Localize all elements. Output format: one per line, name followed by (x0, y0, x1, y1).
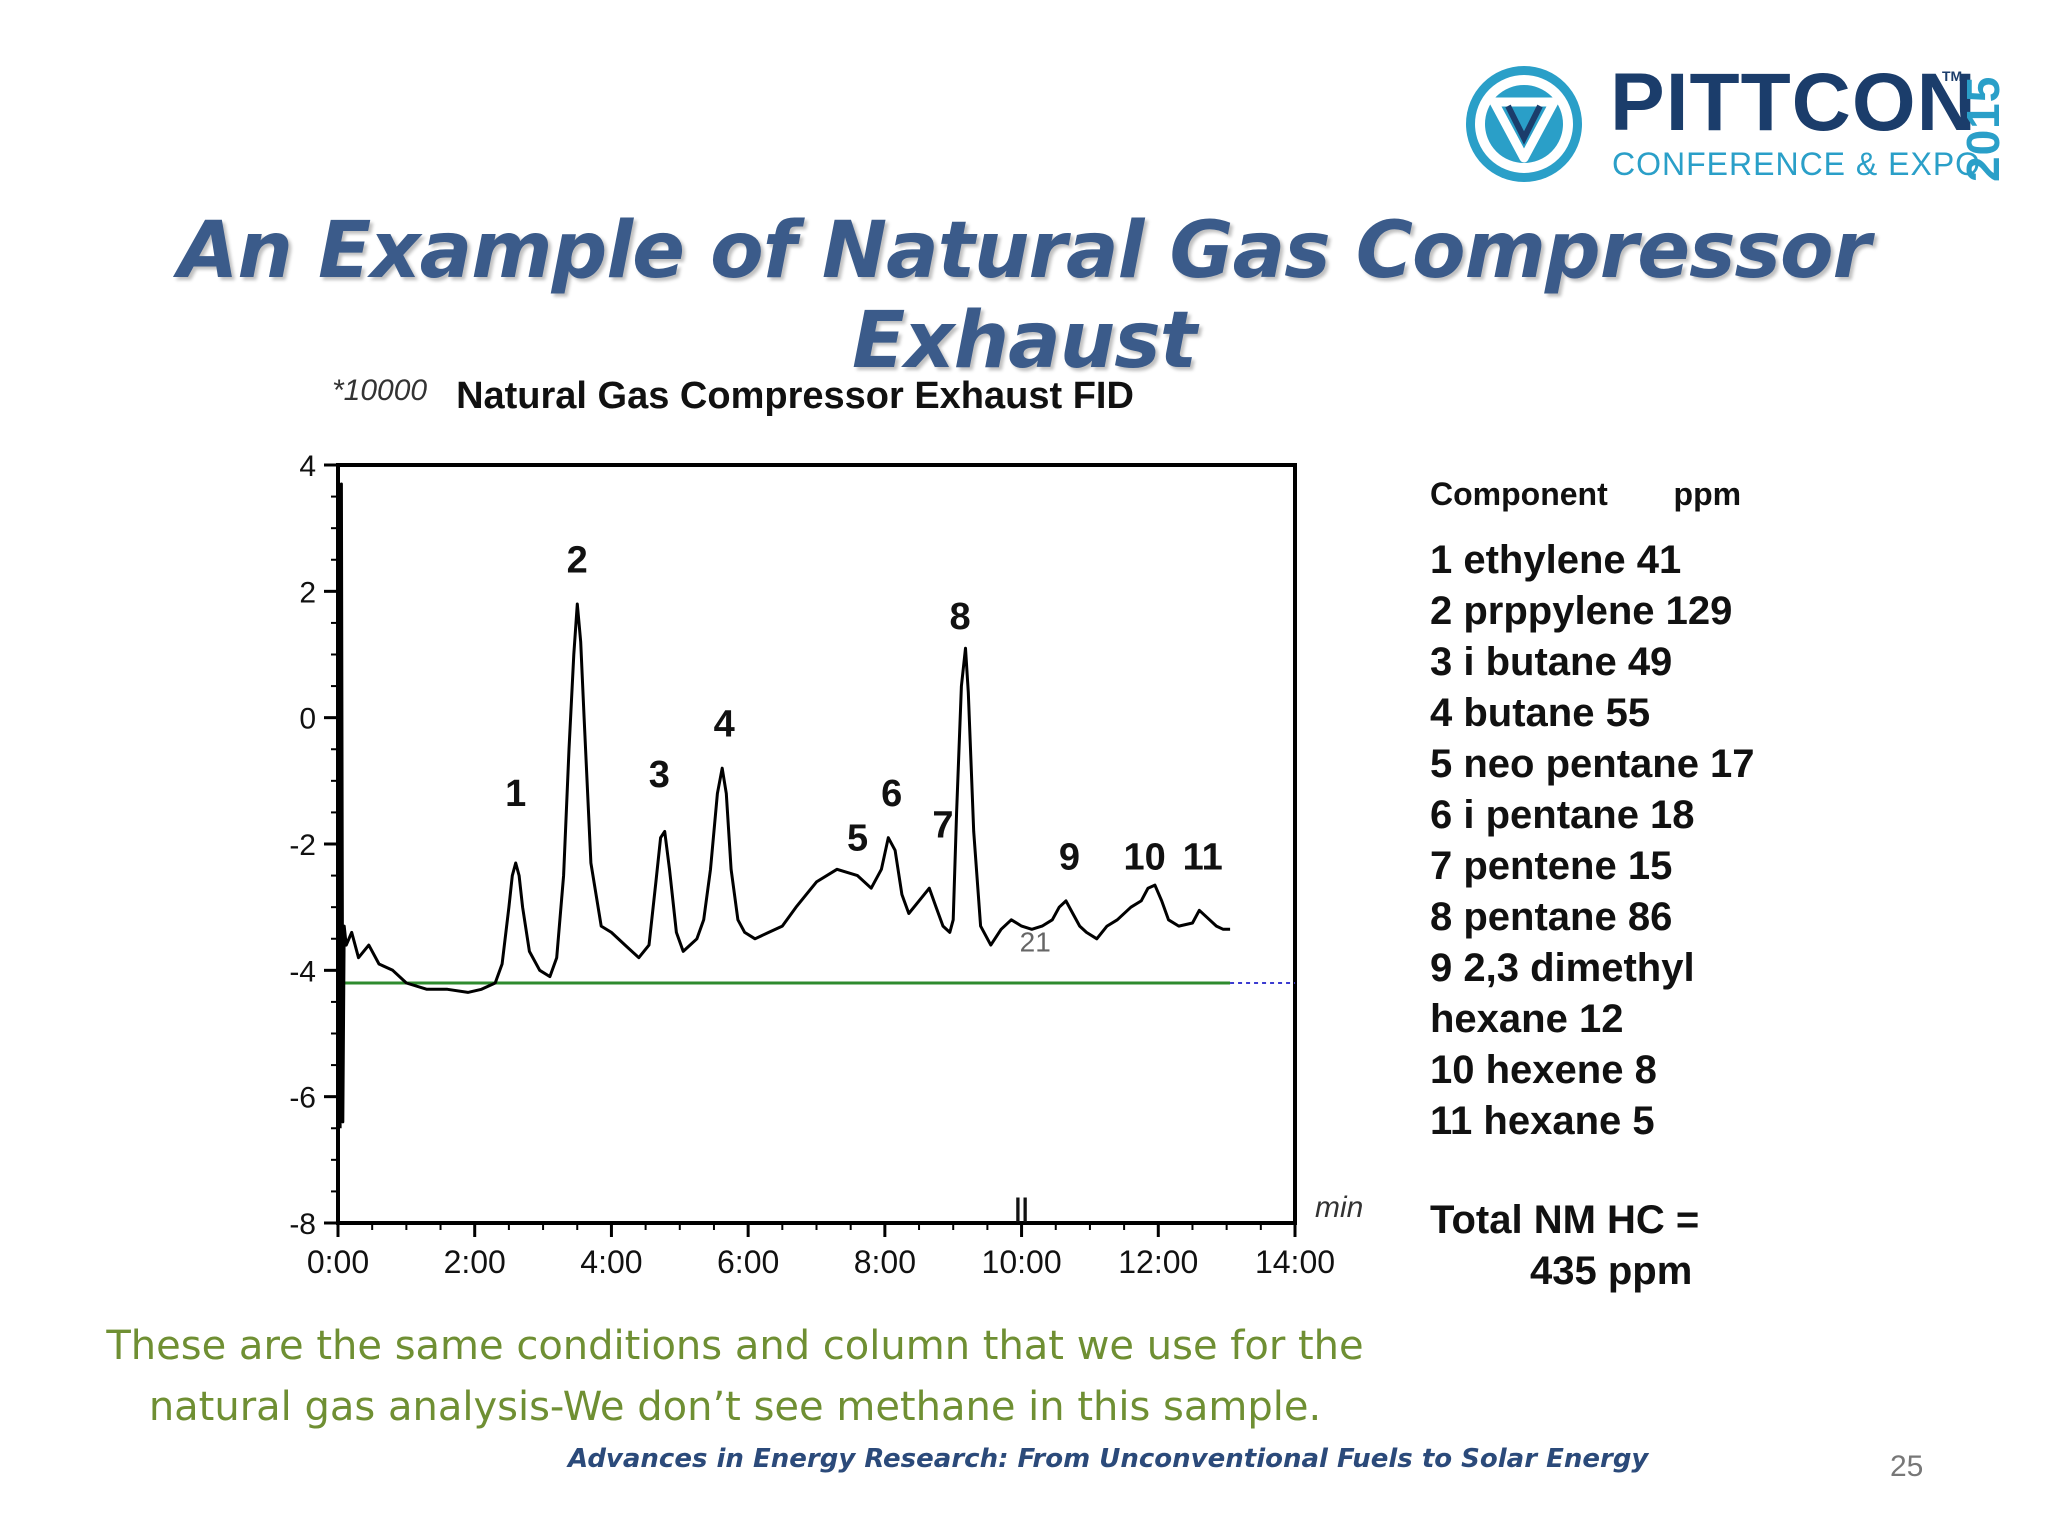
legend-total: Total NM HC = 435 ppm (1430, 1195, 1755, 1297)
y-tick-label: 4 (299, 450, 316, 483)
x-tick-label: 0:00 (307, 1244, 369, 1280)
x-tick-label: 4:00 (580, 1244, 642, 1280)
peak-label: 10 (1123, 836, 1165, 878)
legend-item: 2 prppylene 129 (1430, 589, 1733, 633)
peak-label: 7 (932, 805, 953, 847)
peak-label: 11 (1183, 836, 1223, 878)
legend-item: 4 butane 55 (1430, 691, 1651, 735)
fid-signal-trace (338, 482, 1231, 1129)
x-tick-label: 10:00 (982, 1244, 1062, 1280)
y-tick-label: 2 (299, 576, 316, 609)
peak-label: 2 (567, 539, 588, 581)
y-tick-label: -4 (289, 955, 316, 988)
peak-label: 9 (1059, 836, 1080, 878)
legend-item: 8 pentane 86 (1430, 895, 1673, 939)
logo-name: PITTCON (1610, 57, 1977, 148)
legend-item: 11 hexane 5 (1430, 1099, 1655, 1143)
legend-item: 3 i butane 49 (1430, 640, 1673, 684)
legend-item: hexane 12 (1430, 997, 1624, 1041)
event-marker: || (1014, 1193, 1029, 1223)
legend-item: 6 i pentane 18 (1430, 793, 1695, 837)
logo-trademark: TM (1942, 68, 1963, 84)
slide-note: These are the same conditions and column… (106, 1323, 1364, 1430)
legend-header-ppm: ppm (1673, 476, 1742, 512)
y-tick-label: -2 (289, 829, 316, 862)
y-scale-label: *10000 (332, 374, 427, 407)
chromatogram-chart: Natural Gas Compressor Exhaust FID *10000… (289, 374, 1363, 1280)
legend-item: 1 ethylene 41 (1430, 538, 1682, 582)
legend-item: 9 2,3 dimethyl (1430, 946, 1695, 990)
y-tick-label: -8 (289, 1208, 316, 1241)
legend-item: 5 neo pentane 17 (1430, 742, 1755, 786)
legend-total-label: Total NM HC = (1430, 1198, 1700, 1242)
legend-item: 7 pentene 15 (1430, 844, 1673, 888)
chart-title: Natural Gas Compressor Exhaust FID (456, 375, 1134, 417)
legend-header-component: Component (1430, 476, 1608, 512)
y-tick-label: 0 (299, 703, 316, 736)
peak-label: 1 (505, 773, 526, 815)
component-legend: Component ppm 1 ethylene 41 2 prppylene … (1430, 476, 1755, 1297)
peak-label: 4 (714, 704, 735, 746)
peak-label: 8 (949, 596, 970, 638)
x-tick-label: 14:00 (1255, 1244, 1335, 1280)
pittcon-v-emblem-icon (1466, 66, 1582, 182)
logo-year: 2015 (1957, 75, 2009, 182)
slide-footer: Advances in Energy Research: From Unconv… (568, 1444, 1649, 1474)
slide-title: An Example of Natural Gas Compressor Exh… (177, 206, 1871, 386)
legend-header: Component ppm (1430, 476, 1755, 513)
legend-item: 10 hexene 8 (1430, 1048, 1657, 1092)
page-number: 25 (1890, 1450, 1924, 1483)
retention-annotation: 21 (1020, 926, 1051, 957)
pittcon-logo: PITTCON TM CONFERENCE & EXPO 2015 (1462, 57, 2009, 186)
x-tick-label: 12:00 (1118, 1244, 1198, 1280)
legend-total-value: 435 ppm (1530, 1249, 1693, 1293)
x-tick-label: 8:00 (854, 1244, 916, 1280)
x-axis-label: min (1315, 1191, 1363, 1224)
peak-label: 6 (881, 773, 902, 815)
peak-label: 3 (649, 754, 670, 796)
logo-subtitle: CONFERENCE & EXPO (1612, 146, 1982, 182)
peak-label: 5 (847, 817, 868, 859)
chromatogram-panel: Natural Gas Compressor Exhaust FID *10000… (240, 320, 1812, 1320)
x-tick-label: 2:00 (444, 1244, 506, 1280)
y-tick-label: -6 (289, 1082, 316, 1115)
x-tick-label: 6:00 (717, 1244, 779, 1280)
